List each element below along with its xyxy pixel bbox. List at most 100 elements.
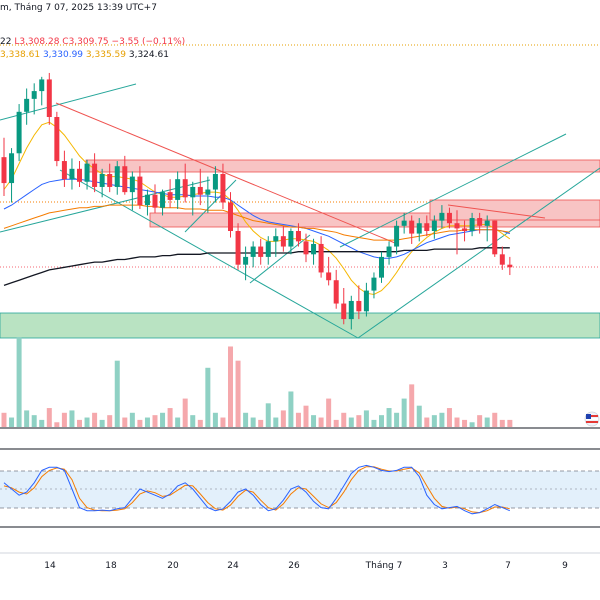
volume-bar [454, 417, 460, 427]
wedge-left-line [184, 179, 237, 233]
volume-bar [99, 419, 105, 427]
candle [182, 163, 188, 203]
candle [16, 104, 22, 162]
header-low: L3,308.28 [14, 37, 60, 47]
candle [431, 215, 437, 239]
candlesticks [1, 72, 513, 330]
candle [129, 171, 135, 211]
candle [401, 212, 407, 234]
candle [477, 212, 483, 234]
volume-bar [61, 412, 67, 427]
candle [371, 272, 377, 299]
header-close: C3,309.75 [62, 37, 109, 47]
candle [228, 192, 233, 238]
volume-bar [439, 412, 445, 427]
flag-icon[interactable] [584, 411, 600, 427]
ma-value-4: 3,324.61 [128, 50, 169, 60]
volume-bar [160, 412, 166, 427]
volume-bar [341, 412, 347, 427]
volume-bar [507, 419, 513, 427]
stochastic-oscillator [3, 464, 510, 515]
volume-bar [54, 422, 60, 427]
volume-bar [484, 417, 490, 427]
candle [197, 168, 203, 206]
moving-average-3 [3, 204, 510, 241]
candle [288, 228, 294, 255]
candle [499, 246, 505, 270]
candle [484, 215, 490, 242]
time-axis: 14 18 20 24 26 Tháng 7 3 7 9 [44, 561, 568, 571]
volume-bar [371, 419, 377, 427]
volume-bar [462, 419, 468, 427]
time-axis-label: 26 [288, 561, 300, 571]
time-axis-label: 18 [105, 561, 117, 571]
time-axis-label: 24 [227, 561, 239, 571]
volume-bar [167, 408, 173, 427]
candle [24, 88, 30, 125]
ma-value-1: 3,338.61 [0, 50, 41, 60]
volume-bar [107, 415, 113, 427]
candle [137, 166, 143, 209]
candle [69, 158, 75, 190]
stoch-d-line [3, 466, 510, 514]
candle [160, 189, 166, 216]
candle [1, 137, 7, 197]
candle [46, 72, 52, 125]
candle [273, 228, 279, 257]
candle [212, 166, 218, 203]
candle [356, 285, 362, 320]
candle [122, 155, 128, 195]
time-axis-label: 7 [505, 561, 511, 571]
volume-bar [499, 419, 505, 427]
volume-bar [424, 417, 430, 427]
volume-bar [220, 417, 226, 427]
support-zone [0, 312, 600, 339]
volume-bar [197, 419, 203, 427]
volume-bar [477, 415, 483, 427]
volume-bar [24, 410, 30, 427]
candle [250, 241, 256, 268]
volume-bar [295, 412, 301, 427]
candle [258, 238, 264, 265]
stoch-band [0, 471, 600, 508]
volume-bar [446, 408, 452, 427]
candle [265, 236, 271, 265]
time-axis-label: 14 [44, 561, 56, 571]
candle [439, 205, 445, 229]
candle [363, 282, 369, 317]
candle [469, 212, 475, 237]
volume-bar [1, 412, 7, 427]
volume-bar [137, 419, 143, 427]
wedge-bottom-line [249, 234, 311, 284]
candle [424, 215, 430, 237]
volume-bar [348, 417, 354, 427]
volume-bar [175, 417, 181, 427]
volume-bar [363, 410, 369, 427]
candle [446, 207, 452, 229]
candle [295, 223, 301, 247]
candle [77, 161, 82, 187]
candle [31, 83, 37, 115]
volume-bar [303, 405, 309, 427]
candle [303, 233, 309, 263]
candle [379, 251, 384, 283]
candle [454, 210, 460, 255]
candle [114, 161, 120, 195]
volume-bars [1, 337, 513, 427]
volume-bar [379, 415, 384, 427]
chart-header-line1: m, Tháng 7 07, 2025 13:39 UTC+7 [0, 3, 157, 13]
volume-bar [69, 410, 75, 427]
volume-bar [16, 337, 22, 427]
volume-bar [92, 412, 98, 427]
candle [144, 189, 150, 216]
volume-bar [84, 417, 90, 427]
volume-bar [46, 408, 52, 427]
volume-bar [77, 419, 82, 427]
volume-bar [235, 360, 241, 427]
stoch-k-line [3, 464, 510, 515]
candle [190, 181, 196, 216]
volume-bar [144, 417, 150, 427]
volume-bar [333, 419, 339, 427]
descending-trendline [55, 102, 396, 244]
